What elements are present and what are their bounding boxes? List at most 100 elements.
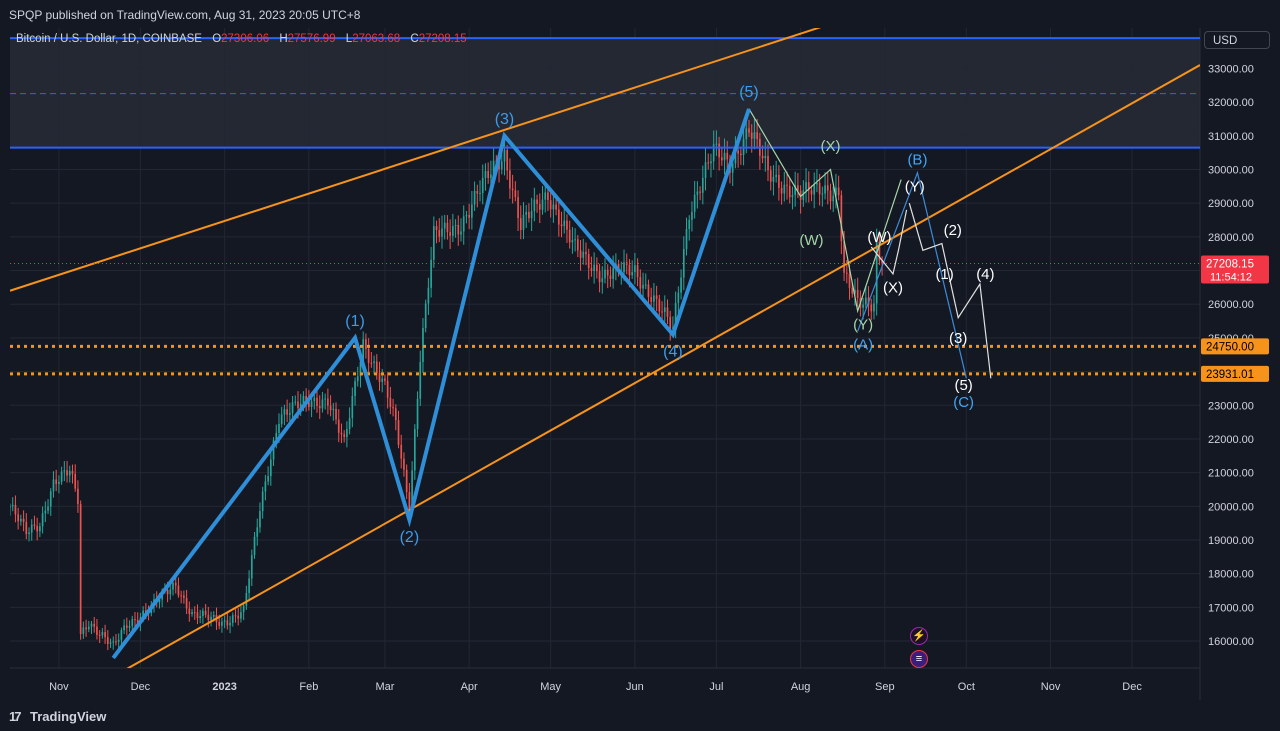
wave-label: (2) xyxy=(400,529,420,546)
candle-body xyxy=(318,406,321,409)
candle-body xyxy=(419,361,422,399)
candle-body xyxy=(674,303,677,328)
candle-body xyxy=(438,230,441,237)
us-flag-icon[interactable]: ≡ xyxy=(910,650,928,668)
candle-body xyxy=(802,190,805,200)
currency-selector[interactable]: USD xyxy=(1204,31,1270,49)
projection-path-mint xyxy=(748,108,902,314)
candle-body xyxy=(193,612,196,614)
candle-body xyxy=(843,241,845,273)
candle-body xyxy=(826,185,829,191)
corrective-label: (5) xyxy=(954,377,972,394)
candle-body xyxy=(44,510,47,514)
candle-body xyxy=(373,361,375,363)
candle-body xyxy=(131,619,134,627)
candle-body xyxy=(172,582,174,590)
candle-body xyxy=(365,339,367,349)
candle-body xyxy=(234,615,237,617)
candle-body xyxy=(58,481,60,484)
candle-body xyxy=(661,311,663,313)
candle-body xyxy=(778,174,780,188)
candle-body xyxy=(452,225,454,236)
candle-body xyxy=(552,204,555,210)
x-tick-label: Nov xyxy=(49,681,69,693)
candle-body xyxy=(424,303,427,329)
candle-body xyxy=(394,408,397,421)
candle-body xyxy=(128,626,131,628)
lightning-icon[interactable]: ⚡ xyxy=(910,627,928,645)
candle-body xyxy=(699,191,701,193)
candle-body xyxy=(259,511,261,528)
footer-bar: 17 TradingView xyxy=(0,700,1280,731)
candle-body xyxy=(837,187,840,196)
candle-body xyxy=(856,289,859,299)
candle-body xyxy=(835,187,837,196)
wave-label: (4) xyxy=(663,344,683,361)
candle-body xyxy=(514,190,517,198)
candle-body xyxy=(11,504,14,507)
candle-body xyxy=(28,532,30,535)
candle-body xyxy=(590,268,593,271)
candle-body xyxy=(737,150,739,154)
candle-body xyxy=(25,522,28,535)
candle-body xyxy=(39,526,41,532)
candle-body xyxy=(408,492,411,514)
candle-body xyxy=(223,620,226,622)
candle-body xyxy=(813,184,816,195)
candle-body xyxy=(740,153,742,155)
candle-body xyxy=(685,229,688,250)
candle-body xyxy=(218,622,221,626)
candle-body xyxy=(294,401,297,403)
candle-body xyxy=(761,155,764,159)
candle-body xyxy=(454,224,457,226)
candle-body xyxy=(106,637,109,644)
candle-body xyxy=(517,197,519,218)
candle-body xyxy=(696,191,699,195)
candle-body xyxy=(655,295,658,300)
candle-body xyxy=(628,264,631,276)
level-badge-bg xyxy=(1201,365,1269,382)
candle-body xyxy=(169,589,172,595)
candle-body xyxy=(329,405,332,411)
candle-body xyxy=(555,204,557,210)
candle-body xyxy=(302,395,305,404)
candle-body xyxy=(142,610,144,618)
candle-body xyxy=(49,491,52,507)
projection-path-wxy xyxy=(870,209,908,276)
candle-body xyxy=(87,626,90,630)
candle-body xyxy=(870,304,873,312)
projection-path-abc xyxy=(857,170,967,379)
candle-body xyxy=(166,590,169,595)
tradingview-logo[interactable]: 17 TradingView xyxy=(9,709,106,724)
candle-body xyxy=(52,479,55,492)
corrective-label: (3) xyxy=(949,330,967,347)
candle-body xyxy=(101,632,104,636)
candle-body xyxy=(873,303,875,312)
candle-body xyxy=(299,403,302,409)
y-tick-label: 28000.00 xyxy=(1208,232,1254,244)
candle-body xyxy=(174,582,177,586)
y-tick-label: 21000.00 xyxy=(1208,468,1254,480)
candle-body xyxy=(693,194,696,212)
candle-body xyxy=(185,597,188,609)
candle-body xyxy=(718,143,720,158)
candle-body xyxy=(557,209,560,225)
candle-body xyxy=(875,241,878,304)
candle-body xyxy=(587,254,590,269)
candle-body xyxy=(775,174,778,177)
candle-body xyxy=(666,307,669,317)
candle-body xyxy=(604,269,606,279)
candle-body xyxy=(115,641,117,643)
resistance-zone xyxy=(10,38,1200,148)
candle-body xyxy=(392,407,394,409)
open-key: O xyxy=(212,33,222,45)
candle-body xyxy=(544,192,547,200)
candle-body xyxy=(596,264,598,272)
candle-body xyxy=(756,132,758,139)
corrective-label: (B) xyxy=(907,151,927,168)
candle-body xyxy=(346,429,348,437)
candle-body xyxy=(82,627,85,634)
symbol-title: Bitcoin / U.S. Dollar, 1D, COINBASE xyxy=(16,33,202,45)
y-tick-label: 20000.00 xyxy=(1208,501,1254,513)
